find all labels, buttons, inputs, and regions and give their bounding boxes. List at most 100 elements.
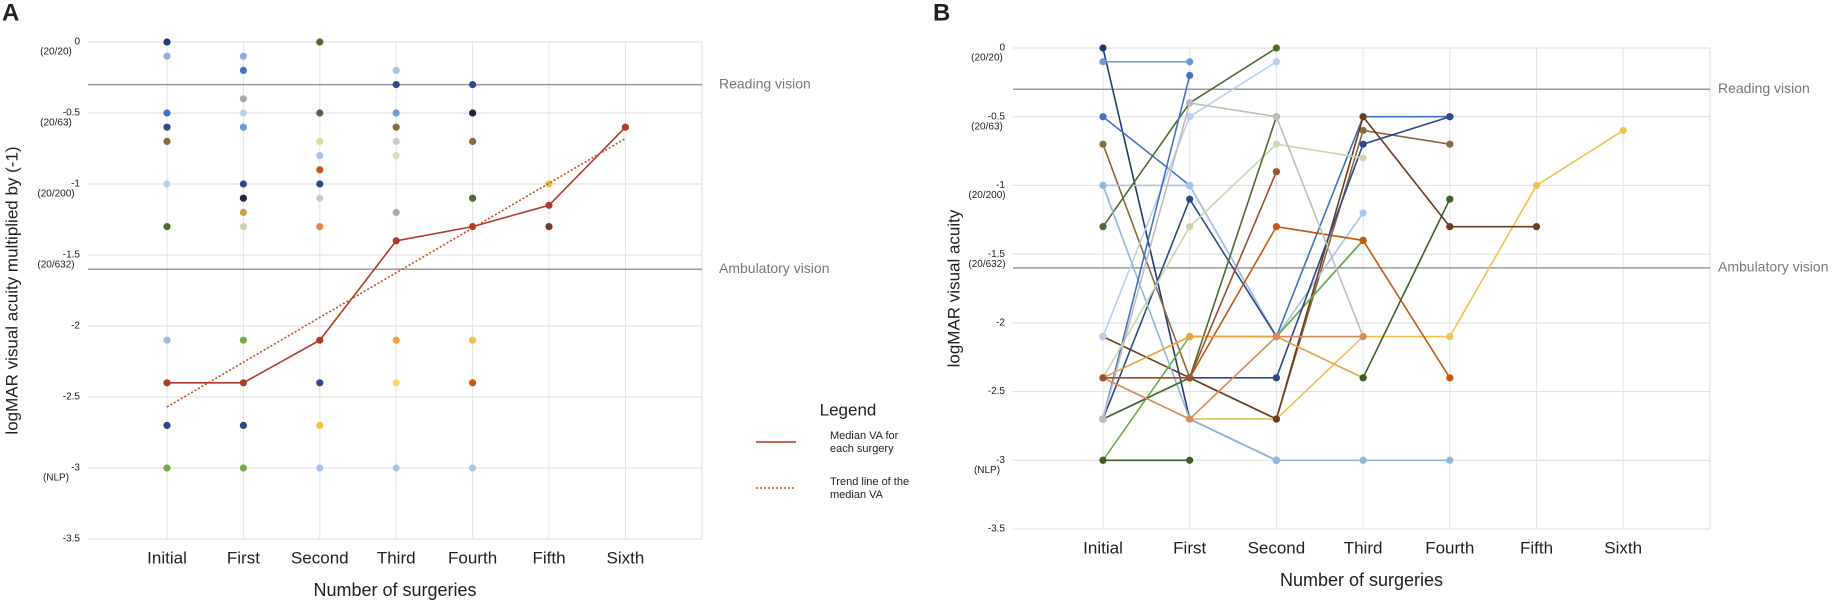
dot [316,152,324,160]
y-tick-label: -3 [71,463,80,474]
snellen-label: (20/632) [37,260,74,271]
series-line-point [1099,374,1107,382]
dot [316,137,324,145]
snellen-label: (20/63) [40,118,72,129]
dot [239,336,247,344]
x-tick-label: Sixth [607,548,645,567]
snellen-label: (NLP) [43,473,69,484]
snellen-label: (20/63) [971,121,1003,132]
dot [163,421,171,429]
dot [545,223,553,231]
x-tick-label: Initial [147,548,187,567]
dot [392,336,400,344]
median-line-point [163,379,171,387]
series-line-point [1359,154,1367,162]
series-line-point [1532,181,1541,190]
dot [469,194,477,202]
series-line [1102,102,1364,420]
series-line-point [1272,168,1280,176]
series-line-point [1099,333,1107,341]
x-tick-label: Initial [1083,538,1123,557]
reference-label: Ambulatory vision [1718,259,1829,275]
dot [392,464,400,472]
series-line-point [1186,99,1194,107]
series-line-point [1272,113,1280,121]
dot [469,464,477,472]
series-line-point [1272,58,1280,66]
dot [316,109,324,117]
series-line-point [1186,415,1194,423]
dot [392,208,400,216]
series-line-point [1186,181,1194,190]
dot [392,152,400,160]
dot [316,223,324,231]
median-line-point [316,336,324,344]
snellen-label: (20/20) [40,47,72,58]
dot [239,223,247,231]
y-tick-label: -1.5 [63,250,81,261]
dot [392,123,400,131]
dot [163,223,171,231]
series-line-point [1446,333,1454,341]
dot [392,109,400,117]
reference-label: Reading vision [719,75,811,91]
dot [163,38,171,46]
series-line-point [1186,223,1194,231]
legend-title: Legend [820,400,877,419]
series-line-point [1446,223,1454,231]
dot [239,109,247,117]
snellen-label: (20/200) [968,190,1005,201]
legend-label: Median VA for each surgery [830,430,899,455]
series-line [1102,75,1191,420]
reference-label: Reading vision [1718,80,1810,96]
y-tick-label: -2.5 [988,386,1006,397]
x-tick-label: Third [377,548,416,567]
series-line-point [1099,58,1107,66]
series-line [1102,335,1364,379]
median-line-point [392,237,400,245]
series-line-point [1186,195,1194,203]
y-tick-label: 0 [74,37,80,48]
snellen-label: (NLP) [974,465,1000,476]
x-axis-title: Number of surgeries [1280,570,1443,590]
x-axis-title: Number of surgeries [313,580,476,600]
y-tick-label: -0.5 [988,111,1006,122]
series-line-point [1619,126,1627,135]
dot [469,379,477,387]
y-tick-label: -3.5 [63,534,81,545]
x-tick-label: Second [291,548,349,567]
x-tick-label: Fifth [1520,538,1553,557]
snellen-label: (20/632) [968,259,1005,270]
dot [316,38,324,46]
snellen-label: (20/20) [971,53,1003,64]
series-line-point [1359,333,1367,341]
series-line-point [1446,140,1454,148]
dot [239,208,247,216]
dot [239,95,247,103]
trend-line [166,137,626,408]
y-tick-label: -2.5 [63,392,81,403]
dot [239,194,247,202]
x-tick-label: First [227,548,260,567]
legend-label: Trend line of the median VA [830,476,910,501]
y-tick-label: -3 [996,455,1005,466]
series-line-point [1099,181,1107,190]
y-axis-title: logMAR visual acuity multiplied by (-1) [2,146,21,434]
series-line-point [1186,456,1194,464]
dot [316,194,324,202]
series-line-point [1359,209,1367,217]
series-line-point [1099,113,1107,121]
dot [316,166,324,174]
series-line-point [1186,113,1194,121]
dot [469,336,477,344]
dot [163,336,171,344]
series-line-point [1272,374,1280,382]
x-tick-label: Fourth [1425,538,1474,557]
series-line-point [1186,58,1194,66]
series-line-point [1359,113,1367,121]
y-tick-label: -1 [71,179,80,190]
y-tick-label: -0.5 [63,108,81,119]
series-line-point [1359,236,1367,244]
series-line-point [1272,140,1280,148]
